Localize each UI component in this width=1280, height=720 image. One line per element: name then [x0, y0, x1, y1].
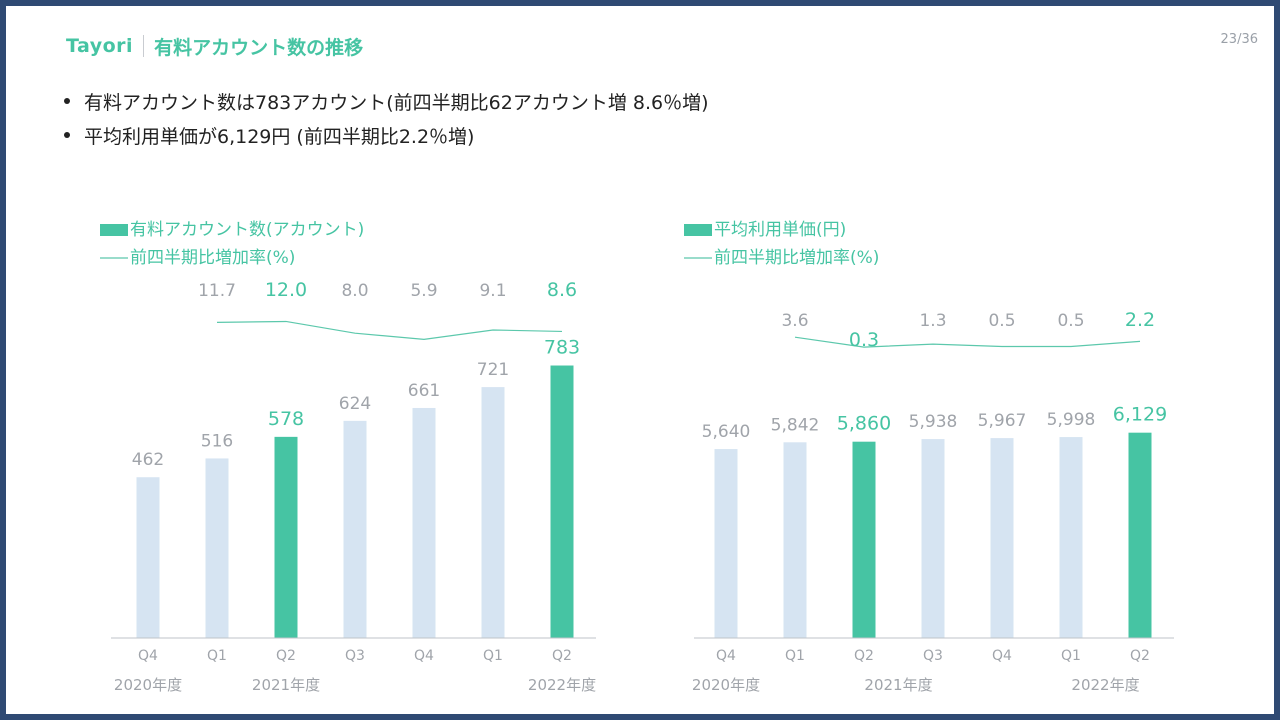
- chart-bar: [274, 436, 298, 638]
- bar-value-label: 5,998: [1047, 410, 1096, 430]
- chart-bar: [1059, 437, 1083, 638]
- chart-bar: [412, 407, 436, 638]
- fiscal-year-label: 2020年度: [114, 676, 182, 694]
- growth-rate-label: 5.9: [410, 281, 437, 301]
- chart-bar: [852, 441, 876, 638]
- fiscal-year-label: 2022年度: [528, 676, 596, 694]
- brand-name: Tayori: [66, 35, 134, 57]
- x-tick-label: Q2: [854, 648, 874, 664]
- growth-rate-label: 0.3: [849, 329, 879, 351]
- chart-bar: [1128, 432, 1152, 638]
- bar-value-label: 516: [201, 431, 233, 451]
- bullet-text: 平均利用単価が6,129円 (前四半期比2.2％増): [84, 125, 475, 148]
- bullet-text: 有料アカウント数は783アカウント(前四半期比62アカウント増 8.6％増): [84, 91, 709, 114]
- growth-rate-label: 9.1: [479, 281, 506, 301]
- growth-rate-line: [216, 320, 563, 340]
- chart-bar: [921, 439, 945, 638]
- fiscal-year-label: 2021年度: [252, 676, 320, 694]
- x-tick-label: Q4: [992, 648, 1012, 664]
- legend-bar-swatch: [100, 224, 128, 236]
- growth-rate-label: 11.7: [198, 281, 236, 301]
- legend-bar-label: 平均利用単価(円): [714, 220, 846, 240]
- bar-value-label: 5,967: [978, 411, 1027, 431]
- bullet-dot: [64, 132, 70, 138]
- bar-value-label: 5,938: [909, 412, 958, 432]
- bullet-dot: [64, 98, 70, 104]
- bar-value-label: 5,842: [771, 415, 820, 435]
- growth-rate-label: 2.2: [1125, 309, 1155, 331]
- legend-bar-label: 有料アカウント数(アカウント): [130, 220, 364, 240]
- fiscal-year-label: 2022年度: [1071, 676, 1139, 694]
- growth-rate-label: 1.3: [919, 311, 946, 331]
- bar-value-label: 5,640: [702, 422, 751, 442]
- bar-value-label: 661: [408, 381, 440, 401]
- x-tick-label: Q1: [207, 648, 227, 664]
- bar-value-label: 578: [268, 408, 304, 430]
- x-tick-label: Q1: [1061, 648, 1081, 664]
- growth-rate-label: 8.0: [341, 281, 368, 301]
- x-tick-label: Q4: [716, 648, 736, 664]
- growth-rate-label: 12.0: [265, 279, 307, 301]
- legend-line-label: 前四半期比増加率(%): [714, 248, 879, 268]
- growth-rate-label: 8.6: [547, 279, 577, 301]
- x-tick-label: Q1: [785, 648, 805, 664]
- growth-rate-line: [794, 336, 1141, 348]
- x-tick-label: Q2: [276, 648, 296, 664]
- header-separator: [143, 35, 145, 57]
- chart-bar: [714, 449, 738, 638]
- x-tick-label: Q3: [345, 648, 365, 664]
- bar-value-label: 783: [544, 337, 580, 359]
- chart-bar: [136, 477, 160, 638]
- average-unit-price-chart: 平均利用単価(円) 前四半期比増加率(%) 5,640 Q4 5,842 Q1 5,860 Q…: [684, 220, 1174, 694]
- header: Tayori 有料アカウント数の推移: [66, 32, 363, 60]
- growth-rate-label: 0.5: [1057, 311, 1084, 331]
- bar-value-label: 5,860: [837, 413, 891, 435]
- page-title: 有料アカウント数の推移: [154, 36, 364, 59]
- x-tick-label: Q2: [1130, 648, 1150, 664]
- x-tick-label: Q4: [414, 648, 434, 664]
- bar-value-label: 624: [339, 394, 371, 414]
- x-tick-label: Q2: [552, 648, 572, 664]
- x-tick-label: Q3: [923, 648, 943, 664]
- chart-bar: [205, 458, 229, 638]
- growth-rate-label: 3.6: [781, 311, 808, 331]
- chart-bar: [990, 438, 1014, 638]
- page-number: 23/36: [1220, 32, 1258, 47]
- x-tick-label: Q4: [138, 648, 158, 664]
- legend-bar-swatch: [684, 224, 712, 236]
- bar-value-label: 6,129: [1113, 404, 1167, 426]
- bar-value-label: 721: [477, 360, 509, 380]
- chart-bar: [783, 442, 807, 638]
- chart-bar: [481, 387, 505, 638]
- chart-bar: [550, 365, 574, 638]
- x-tick-label: Q1: [483, 648, 503, 664]
- legend-line-label: 前四半期比増加率(%): [130, 248, 295, 268]
- growth-rate-label: 0.5: [988, 311, 1015, 331]
- bullet-item: 平均利用単価が6,129円 (前四半期比2.2％増): [64, 118, 709, 152]
- bullet-list: 有料アカウント数は783アカウント(前四半期比62アカウント増 8.6％増) 平…: [64, 84, 709, 152]
- fiscal-year-label: 2020年度: [692, 676, 760, 694]
- fiscal-year-label: 2021年度: [864, 676, 932, 694]
- bar-value-label: 462: [132, 450, 164, 470]
- paid-accounts-chart: 有料アカウント数(アカウント) 前四半期比増加率(%) 462 Q4 516 Q1 578 Q…: [100, 220, 596, 694]
- chart-bar: [343, 420, 367, 638]
- bullet-item: 有料アカウント数は783アカウント(前四半期比62アカウント増 8.6％増): [64, 84, 709, 118]
